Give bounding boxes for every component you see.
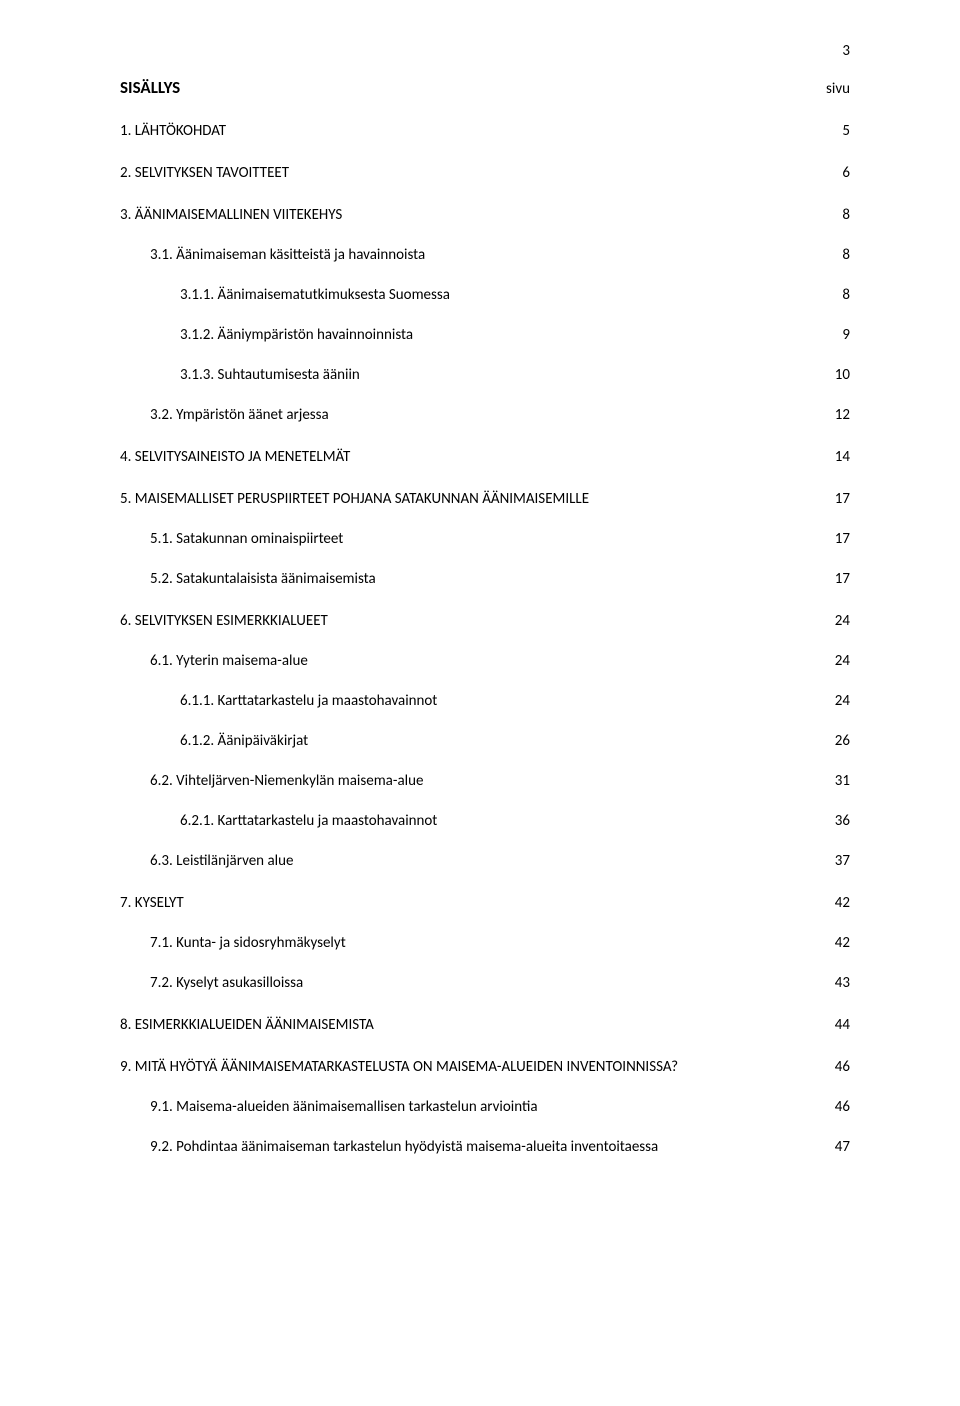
- toc-entry-page: 31: [820, 772, 850, 790]
- toc-entry-page: 17: [820, 490, 850, 508]
- toc-entry-label: 6.3. Leistilänjärven alue: [120, 852, 820, 870]
- toc-entry: 5.2. Satakuntalaisista äänimaisemista17: [120, 570, 850, 588]
- toc-entry: 1. LÄHTÖKOHDAT5: [120, 122, 850, 140]
- toc-entry-page: 9: [820, 326, 850, 344]
- toc-entry: 6.1. Yyterin maisema-alue24: [120, 652, 850, 670]
- toc-entry: 9.1. Maisema-alueiden äänimaisemallisen …: [120, 1098, 850, 1116]
- toc-entry-label: 6.2.1. Karttatarkastelu ja maastohavainn…: [120, 812, 820, 830]
- toc-entry-label: 8. ESIMERKKIALUEIDEN ÄÄNIMAISEMISTA: [120, 1016, 820, 1034]
- toc-entry-page: 42: [820, 894, 850, 912]
- toc-entry: 6. SELVITYKSEN ESIMERKKIALUEET24: [120, 612, 850, 630]
- toc-entry: 3.1.3. Suhtautumisesta ääniin10: [120, 366, 850, 384]
- toc-entry: 8. ESIMERKKIALUEIDEN ÄÄNIMAISEMISTA44: [120, 1016, 850, 1034]
- toc-entry: 7.1. Kunta- ja sidosryhmäkyselyt42: [120, 934, 850, 952]
- toc-entry-label: 1. LÄHTÖKOHDAT: [120, 122, 820, 140]
- toc-entry-page: 5: [820, 122, 850, 140]
- toc-header-row: SISÄLLYS sivu: [120, 77, 850, 98]
- toc-entry: 3.1.1. Äänimaisematutkimuksesta Suomessa…: [120, 286, 850, 304]
- toc-entry-label: 3.1.2. Ääniympäristön havainnoinnista: [120, 326, 820, 344]
- toc-entry-page: 24: [820, 692, 850, 710]
- toc-title: SISÄLLYS: [120, 77, 180, 98]
- toc-entry: 6.1.1. Karttatarkastelu ja maastohavainn…: [120, 692, 850, 710]
- toc-entry: 6.2.1. Karttatarkastelu ja maastohavainn…: [120, 812, 850, 830]
- toc-entry: 6.2. Vihteljärven-Niemenkylän maisema-al…: [120, 772, 850, 790]
- page-number: 3: [842, 42, 850, 60]
- toc-entry-page: 10: [820, 366, 850, 384]
- toc-entry: 6.1.2. Äänipäiväkirjat26: [120, 732, 850, 750]
- toc-entry-page: 6: [820, 164, 850, 182]
- toc-entry-page: 46: [820, 1058, 850, 1076]
- toc-entry-page: 8: [820, 246, 850, 264]
- toc-entry-label: 9. MITÄ HYÖTYÄ ÄÄNIMAISEMATARKASTELUSTA …: [120, 1058, 820, 1076]
- toc-page-column-label: sivu: [826, 80, 850, 98]
- toc-entry: 3.1.2. Ääniympäristön havainnoinnista9: [120, 326, 850, 344]
- toc-entry-page: 24: [820, 652, 850, 670]
- toc-entry-label: 3.1.3. Suhtautumisesta ääniin: [120, 366, 820, 384]
- toc-entry: 5.1. Satakunnan ominaispiirteet17: [120, 530, 850, 548]
- toc-entry: 5. MAISEMALLISET PERUSPIIRTEET POHJANA S…: [120, 490, 850, 508]
- toc-entry-page: 47: [820, 1138, 850, 1156]
- toc-entry-label: 9.1. Maisema-alueiden äänimaisemallisen …: [120, 1098, 820, 1116]
- toc-entry-label: 5. MAISEMALLISET PERUSPIIRTEET POHJANA S…: [120, 490, 820, 508]
- toc-entry-label: 6.1.2. Äänipäiväkirjat: [120, 732, 820, 750]
- toc-entry-page: 36: [820, 812, 850, 830]
- document-page: 3 SISÄLLYS sivu 1. LÄHTÖKOHDAT5 2. SELVIT…: [0, 0, 960, 1406]
- toc-entry-label: 5.2. Satakuntalaisista äänimaisemista: [120, 570, 820, 588]
- toc-entry-label: 4. SELVITYSAINEISTO JA MENETELMÄT: [120, 448, 820, 466]
- toc-entry-page: 12: [820, 406, 850, 424]
- toc-entry-label: 6. SELVITYKSEN ESIMERKKIALUEET: [120, 612, 820, 630]
- toc-entry-label: 7. KYSELYT: [120, 894, 820, 912]
- toc-entry-page: 14: [820, 448, 850, 466]
- toc-entry-page: 17: [820, 570, 850, 588]
- toc-entry-page: 42: [820, 934, 850, 952]
- toc-entry-label: 3. ÄÄNIMAISEMALLINEN VIITEKEHYS: [120, 206, 820, 224]
- toc-entry-label: 2. SELVITYKSEN TAVOITTEET: [120, 164, 820, 182]
- toc-entry-label: 6.1.1. Karttatarkastelu ja maastohavainn…: [120, 692, 820, 710]
- toc-entry-page: 17: [820, 530, 850, 548]
- toc-entry-page: 8: [820, 286, 850, 304]
- toc-entry-page: 44: [820, 1016, 850, 1034]
- toc-entry-label: 3.1.1. Äänimaisematutkimuksesta Suomessa: [120, 286, 820, 304]
- toc-entry: 7. KYSELYT42: [120, 894, 850, 912]
- toc-entry-page: 43: [820, 974, 850, 992]
- toc-entry-label: 7.1. Kunta- ja sidosryhmäkyselyt: [120, 934, 820, 952]
- toc-entry: 2. SELVITYKSEN TAVOITTEET6: [120, 164, 850, 182]
- toc-entry: 3. ÄÄNIMAISEMALLINEN VIITEKEHYS8: [120, 206, 850, 224]
- toc-entry-label: 9.2. Pohdintaa äänimaiseman tarkastelun …: [120, 1138, 820, 1156]
- toc-entry: 4. SELVITYSAINEISTO JA MENETELMÄT14: [120, 448, 850, 466]
- toc-entry: 9.2. Pohdintaa äänimaiseman tarkastelun …: [120, 1138, 850, 1156]
- toc-entry: 7.2. Kyselyt asukasilloissa43: [120, 974, 850, 992]
- toc-entry-label: 3.2. Ympäristön äänet arjessa: [120, 406, 820, 424]
- toc-entry: 6.3. Leistilänjärven alue37: [120, 852, 850, 870]
- toc-entry-page: 26: [820, 732, 850, 750]
- toc-entry-label: 7.2. Kyselyt asukasilloissa: [120, 974, 820, 992]
- toc-entry-page: 37: [820, 852, 850, 870]
- toc-entry-page: 24: [820, 612, 850, 630]
- toc-entry: 3.2. Ympäristön äänet arjessa12: [120, 406, 850, 424]
- toc-entry-label: 6.2. Vihteljärven-Niemenkylän maisema-al…: [120, 772, 820, 790]
- toc-body: 1. LÄHTÖKOHDAT5 2. SELVITYKSEN TAVOITTEET…: [120, 122, 850, 1156]
- toc-entry: 3.1. Äänimaiseman käsitteistä ja havainn…: [120, 246, 850, 264]
- toc-entry-label: 6.1. Yyterin maisema-alue: [120, 652, 820, 670]
- toc-entry-page: 8: [820, 206, 850, 224]
- toc-entry-label: 3.1. Äänimaiseman käsitteistä ja havainn…: [120, 246, 820, 264]
- toc-entry: 9. MITÄ HYÖTYÄ ÄÄNIMAISEMATARKASTELUSTA …: [120, 1058, 850, 1076]
- toc-entry-label: 5.1. Satakunnan ominaispiirteet: [120, 530, 820, 548]
- toc-entry-page: 46: [820, 1098, 850, 1116]
